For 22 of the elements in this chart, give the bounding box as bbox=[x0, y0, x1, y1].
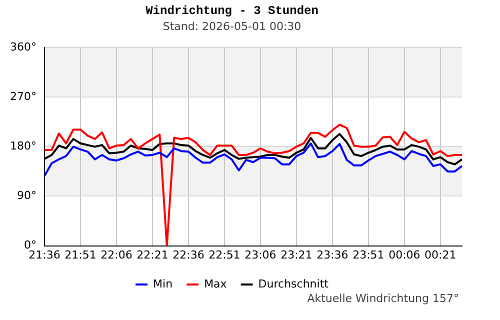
legend-label: Min bbox=[153, 277, 173, 290]
x-tick-label: 23:51 bbox=[352, 248, 384, 262]
y-tick-label: 360° bbox=[10, 40, 36, 54]
x-tick-label: 23:21 bbox=[280, 248, 312, 262]
x-tick-label: 00:06 bbox=[388, 248, 420, 262]
chart-subtitle: Stand: 2026-05-01 00:30 bbox=[162, 20, 302, 33]
x-tick-label: 22:36 bbox=[172, 248, 204, 262]
x-tick-label: 23:06 bbox=[244, 248, 276, 262]
y-tick-label: 90° bbox=[16, 189, 36, 202]
legend-label: Durchschnitt bbox=[258, 277, 330, 290]
legend-label: Max bbox=[204, 277, 228, 290]
x-tick-label: 22:21 bbox=[136, 248, 168, 262]
x-tick-label: 21:36 bbox=[28, 248, 60, 262]
x-tick-label: 00:21 bbox=[424, 248, 456, 262]
x-tick-label: 23:36 bbox=[316, 248, 348, 262]
text: Aktuelle Windrichtung 157° bbox=[307, 292, 459, 305]
x-tick-label: 22:06 bbox=[100, 248, 132, 262]
y-tick-label: 180° bbox=[10, 140, 36, 153]
x-tick-label: 22:51 bbox=[208, 248, 240, 262]
chart-title: Windrichtung - 3 Stunden bbox=[146, 4, 318, 18]
x-tick-label: 21:51 bbox=[64, 248, 96, 262]
y-tick-label: 270° bbox=[10, 90, 36, 104]
